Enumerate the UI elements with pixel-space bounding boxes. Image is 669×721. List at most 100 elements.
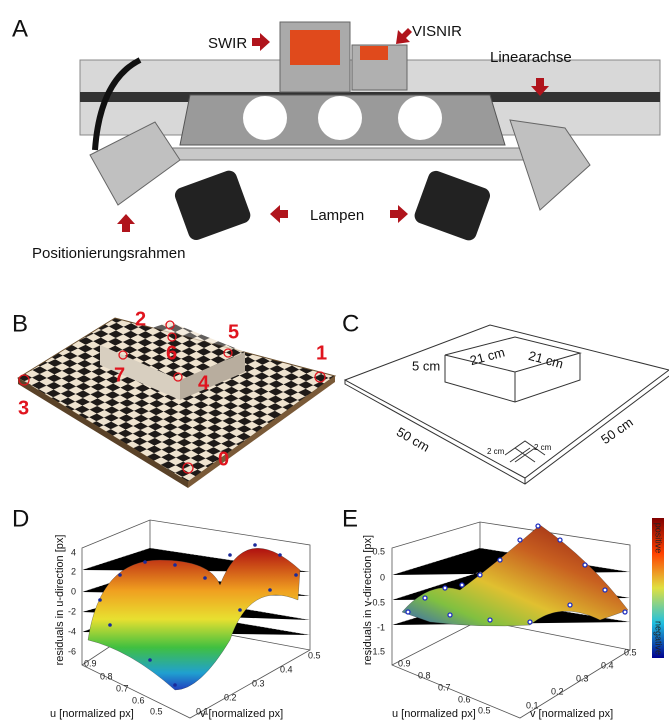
point-number: 6: [166, 342, 177, 364]
u-tick-label: 0.6: [458, 694, 471, 704]
panel-c: C 5 cm 21 cm 21 cm 50 cm 50 cm 2 cm 2 cm: [342, 310, 669, 485]
arrow: [531, 78, 549, 96]
u-axis-label: u [normalized px]: [50, 708, 134, 720]
u-tick-label: 0.5: [478, 705, 491, 715]
dimension: 2 cm: [534, 443, 552, 452]
v-axis-label: v [normalized px]: [200, 708, 283, 720]
data-points: [98, 543, 298, 687]
z-tick-label: -6: [68, 646, 76, 656]
v-tick-label: 0.5: [624, 647, 637, 657]
bar: [149, 147, 531, 161]
block-side: [100, 345, 180, 400]
axes-box: [391, 521, 631, 719]
callout: Lampen: [310, 207, 364, 224]
panel-d: D 4 2 0 -2 -4 -6 0.9 0.8 0.7 0.6 0.5 0.1…: [12, 505, 321, 720]
panel-a: A SWIR VISNIR Linearachse Lampen Positio…: [12, 15, 661, 262]
z-axis-label: residuals in u-direction [px]: [54, 535, 66, 666]
v-tick-label: 0.4: [280, 664, 293, 674]
point-number: 4: [198, 372, 210, 394]
dimension: 5 cm: [412, 358, 440, 373]
hole: [318, 96, 362, 140]
v-tick-label: 0.2: [224, 692, 237, 702]
v-tick-label: 0.3: [576, 673, 589, 683]
hole: [243, 96, 287, 140]
board-edge: [18, 378, 188, 488]
panel-e: E positive negative 0.5 0 -0.5 -1 -1.5 0…: [342, 505, 664, 720]
arrow: [390, 205, 408, 223]
v-tick-label: 0.1: [196, 706, 209, 716]
v-tick-label: 0.3: [252, 678, 265, 688]
colorbar-label: negative: [654, 621, 664, 655]
grid-detail: [504, 440, 546, 463]
arrow: [396, 28, 412, 44]
point-number: 0: [218, 448, 229, 470]
v-tick-label: 0.2: [551, 686, 564, 696]
u-tick-label: 0.8: [100, 671, 113, 681]
z-tick-label: 0: [71, 586, 76, 596]
u-tick-label: 0.9: [84, 658, 97, 668]
panel-label: A: [12, 15, 28, 42]
v-tick-label: 0.4: [601, 660, 614, 670]
board-edge: [188, 376, 335, 488]
block: [444, 336, 582, 403]
point-number: 2: [135, 308, 146, 330]
frame-plate: [509, 119, 591, 211]
u-tick-label: 0.6: [132, 695, 145, 705]
u-tick-label: 0.9: [398, 658, 411, 668]
z-tick-label: -4: [68, 626, 76, 636]
dimension: 2 cm: [487, 447, 505, 456]
callout: SWIR: [208, 35, 247, 52]
u-tick-label: 0.5: [150, 706, 163, 716]
callout: Linearachse: [490, 49, 572, 66]
lamp: [174, 170, 251, 241]
panel-label: C: [342, 310, 359, 337]
u-tick-label: 0.7: [438, 682, 451, 692]
base-plate: [343, 324, 669, 485]
z-tick-label: 4: [71, 547, 76, 557]
colorbar: [652, 518, 664, 658]
cable: [92, 57, 142, 151]
panel-label: E: [342, 505, 358, 532]
callout: VISNIR: [412, 23, 462, 40]
u-tick-label: 0.7: [116, 683, 129, 693]
axes-box: [81, 519, 311, 719]
dimension: 50 cm: [394, 424, 432, 455]
dimension: 21 cm: [527, 348, 565, 372]
point-number: 5: [228, 321, 239, 343]
hole: [398, 96, 442, 140]
v-tick-label: 0.1: [526, 700, 539, 710]
z-tick-label: -2: [68, 606, 76, 616]
u-tick-label: 0.8: [418, 670, 431, 680]
callout: Positionierungsrahmen: [32, 245, 185, 262]
z-tick-label: 2: [71, 566, 76, 576]
panel-label: D: [12, 505, 29, 532]
swir-housing: [290, 30, 340, 65]
raised-block: [100, 322, 245, 380]
frame-plate: [89, 121, 181, 206]
z-tick-label: -1.5: [369, 646, 385, 656]
colorbar-label: positive: [654, 523, 664, 554]
point-number: 1: [316, 342, 327, 364]
z-tick-label: -1: [377, 622, 385, 632]
u-axis-label: u [normalized px]: [392, 708, 476, 720]
panel-label: B: [12, 310, 28, 337]
z-tick-label: -0.5: [369, 597, 385, 607]
point-number: 7: [114, 364, 125, 386]
v-tick-label: 0.5: [308, 650, 321, 660]
v-axis-label: v [normalized px]: [530, 708, 613, 720]
panel-b: B 0 1 2 3 4 5 6 7: [12, 308, 337, 488]
point-number: 3: [18, 397, 29, 419]
arrow: [117, 214, 135, 232]
lamp: [414, 170, 490, 241]
data-points: [405, 523, 628, 625]
visnir-housing: [360, 46, 388, 60]
z-tick-label: 0.5: [372, 546, 385, 556]
surface: [87, 548, 301, 691]
z-axis-label: residuals in v-direction [px]: [362, 535, 374, 665]
surface: [401, 524, 629, 627]
arrow: [252, 33, 270, 51]
arrow: [270, 205, 288, 223]
